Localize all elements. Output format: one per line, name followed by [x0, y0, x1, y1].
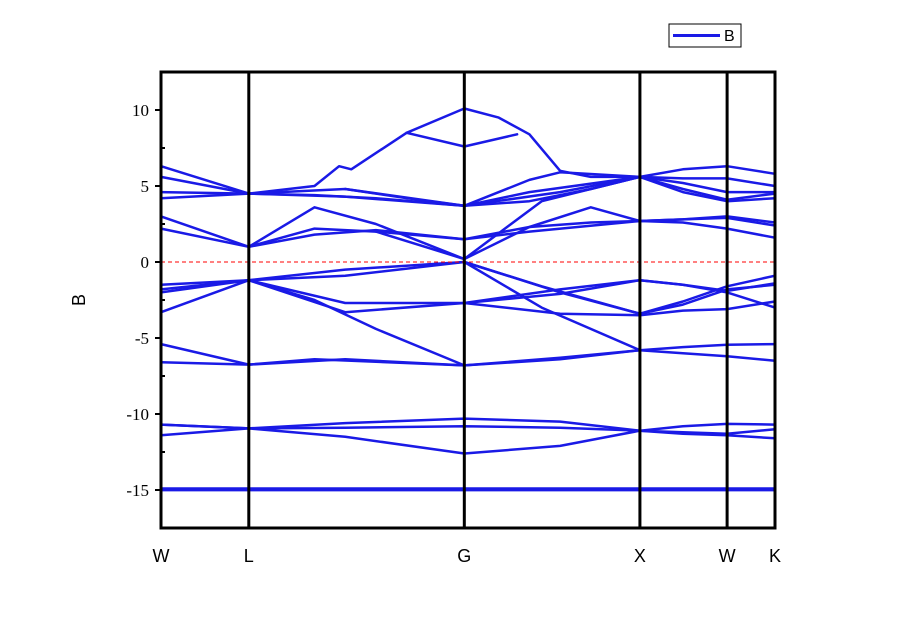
- x-tick-label: L: [244, 546, 254, 566]
- x-tick-label: W: [153, 546, 170, 566]
- band-line-21: [159, 175, 777, 208]
- k-point-divider-lines: [247, 72, 729, 528]
- x-tick-label: G: [457, 546, 471, 566]
- band-line-12: [159, 260, 642, 352]
- band-line-5: [159, 423, 777, 455]
- band-line-8: [159, 342, 777, 367]
- band-line-14: [463, 260, 777, 315]
- y-tick-label: 10: [132, 101, 149, 120]
- band-line-6: [159, 423, 777, 436]
- band-line-24: [405, 131, 519, 148]
- band-line-16: [159, 215, 777, 249]
- band-line-18: [247, 206, 777, 261]
- y-tick-label: 0: [141, 253, 150, 272]
- plot-frame: [159, 70, 777, 530]
- y-tick-label: -5: [135, 329, 149, 348]
- legend: B: [668, 23, 742, 48]
- y-axis-label: B: [69, 294, 89, 306]
- x-tick-label: X: [634, 546, 646, 566]
- band-lines: [159, 107, 777, 492]
- y-axis-ticks: 10 5 0 -5 -10 -15: [126, 101, 165, 529]
- band-line-15: [463, 278, 777, 305]
- band-line-10: [159, 278, 777, 317]
- y-tick-label: -10: [126, 405, 149, 424]
- band-line-25: [343, 171, 777, 208]
- band-line-23: [159, 107, 777, 195]
- x-tick-label: W: [719, 546, 736, 566]
- legend-label: B: [724, 28, 735, 45]
- band-line-7: [159, 342, 777, 367]
- band-line-9: [159, 278, 466, 367]
- y-tick-label: -15: [126, 481, 149, 500]
- plot-border: [159, 70, 777, 530]
- band-line-22: [159, 175, 777, 208]
- x-tick-label: K: [769, 546, 781, 566]
- band-line-4: [159, 417, 777, 437]
- y-tick-label: 5: [141, 177, 150, 196]
